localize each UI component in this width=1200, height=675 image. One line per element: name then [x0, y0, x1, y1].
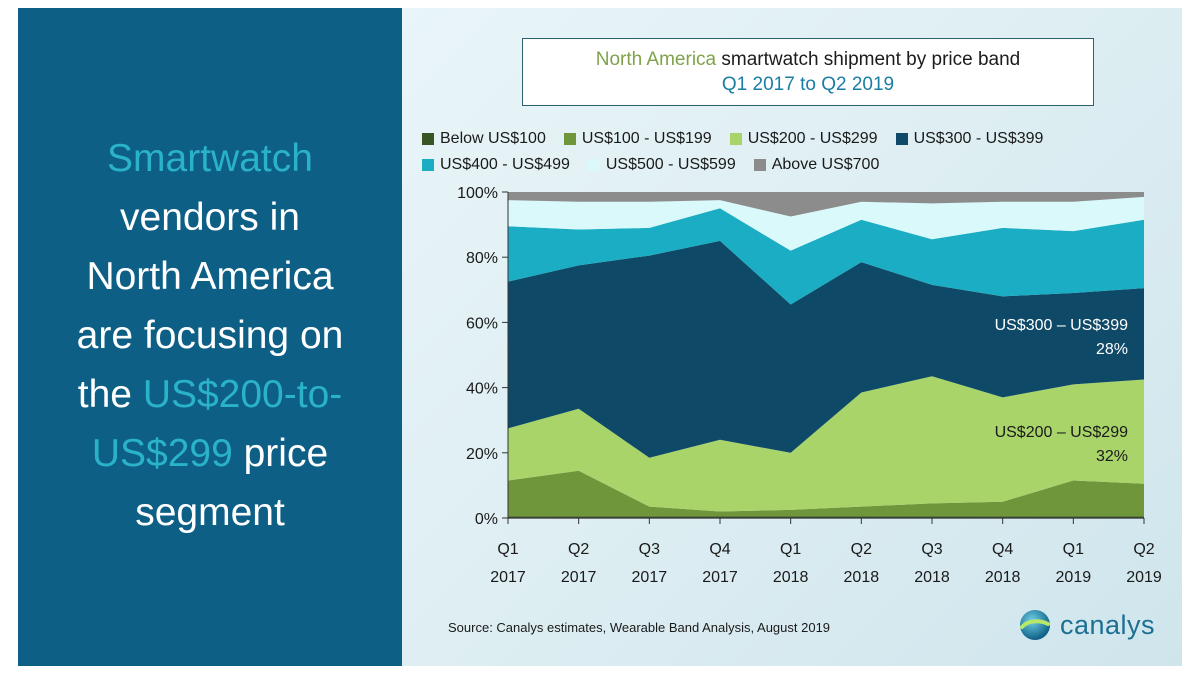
chart-axes: 0% 20% 40% 60% 80% 100% Q1 2017 Q2 2017 Q3 2017 Q4 20… [457, 185, 1162, 586]
legend-label: Below US$100 [440, 130, 546, 147]
legend-swatch [587, 159, 600, 171]
x-tick-label-year: 2018 [914, 569, 950, 586]
source-note: Source: Canalys estimates, Wearable Band… [448, 620, 831, 635]
canalys-logo: canalys [1018, 608, 1155, 642]
x-tick-label-quarter: Q1 [780, 541, 801, 558]
area-chart: 0% 20% 40% 60% 80% 100% Q1 2017 Q2 2017 Q3 2017 Q4 20… [457, 185, 1162, 586]
area-series-us-400-us-499 [508, 208, 1144, 305]
headline-line-6a: US$299 [91, 431, 233, 475]
legend-label: US$200 - US$299 [747, 130, 878, 147]
y-tick-label: 40% [466, 381, 498, 398]
legend-swatch [422, 133, 434, 145]
legend-item-200-299: US$200 - US$299 [729, 130, 878, 148]
legend-label: Above US$700 [771, 156, 880, 173]
area-series-us-300-us-399 [508, 240, 1144, 458]
legend-row-1: Below US$100 US$100 - US$199 US$200 - US… [422, 126, 1182, 152]
legend-swatch [729, 133, 742, 145]
x-tick-label-quarter: Q2 [568, 541, 589, 558]
legend-swatch [753, 159, 766, 171]
x-tick-label-quarter: Q1 [497, 541, 518, 558]
legend-swatch [563, 133, 576, 145]
headline-line-5a: the [77, 372, 143, 416]
x-tick-label-quarter: Q3 [639, 541, 660, 558]
area-series-us-200-us-299 [508, 376, 1144, 512]
legend-row-2: US$400 - US$499 US$500 - US$599 Above US… [422, 152, 1182, 178]
y-tick-label: 20% [466, 446, 498, 463]
headline-line-1: Smartwatch [107, 136, 313, 180]
legend-item-100-199: US$100 - US$199 [563, 130, 712, 148]
legend-swatch [422, 159, 434, 171]
chart-labels: US$300 – US$399 28% US$200 – US$299 32% [995, 317, 1129, 465]
area-series-above-us-700 [508, 192, 1144, 217]
legend-item-above-700: Above US$700 [753, 156, 880, 174]
globe-icon [1020, 610, 1050, 640]
y-tick-label: 0% [475, 511, 498, 528]
x-tick-label-year: 2018 [844, 569, 880, 586]
x-tick-label-quarter: Q4 [992, 541, 1013, 558]
logo-text: canalys [1060, 609, 1156, 640]
left-panel: Smartwatch vendors in North America are … [18, 8, 402, 666]
legend-item-400-499: US$400 - US$499 [422, 156, 570, 174]
y-tick-label: 100% [457, 185, 498, 202]
x-tick-label-quarter: Q1 [1063, 541, 1084, 558]
annotation-300-399-label: US$300 – US$399 [995, 317, 1129, 334]
headline-line-3: North America [86, 254, 334, 298]
chart-panel: North America smartwatch shipment by pri… [402, 8, 1182, 666]
x-tick-label-quarter: Q2 [1133, 541, 1154, 558]
annotation-200-299-value: 32% [1096, 448, 1128, 465]
infographic-frame: Smartwatch vendors in North America are … [18, 8, 1182, 666]
headline-line-4: are focusing on [76, 313, 344, 357]
y-tick-label: 80% [466, 250, 498, 267]
chart-title: North America smartwatch shipment by pri… [523, 47, 1093, 72]
legend-swatch [895, 133, 908, 145]
headline-line-2: vendors in [120, 195, 300, 239]
y-tick-label: 60% [466, 315, 498, 332]
headline-line-6b: price [232, 431, 329, 475]
headline-line-7: segment [135, 490, 285, 534]
chart-legend: Below US$100 US$100 - US$199 US$200 - US… [422, 126, 1182, 178]
legend-item-500-599: US$500 - US$599 [587, 156, 736, 174]
annotation-300-399-value: 28% [1096, 341, 1128, 358]
x-tick-label-year: 2017 [702, 569, 738, 586]
area-series-us-500-us-599 [508, 196, 1144, 251]
legend-item-below-100: Below US$100 [422, 130, 546, 148]
x-tick-label-year: 2017 [632, 569, 668, 586]
x-tick-label-year: 2017 [490, 569, 526, 586]
legend-label: US$100 - US$199 [581, 130, 712, 147]
headline: Smartwatch vendors in North America are … [40, 129, 380, 542]
x-tick-label-year: 2018 [773, 569, 809, 586]
legend-label: US$300 - US$399 [913, 130, 1044, 147]
headline-line-5b: US$200-to- [142, 372, 343, 416]
x-tick-label-year: 2017 [561, 569, 597, 586]
x-tick-label-year: 2019 [1126, 569, 1162, 586]
chart-title-rest: smartwatch shipment by price band [716, 49, 1021, 70]
legend-label: US$500 - US$599 [605, 156, 736, 173]
x-tick-label-quarter: Q4 [709, 541, 730, 558]
legend-item-300-399: US$300 - US$399 [895, 130, 1044, 148]
legend-label: US$400 - US$499 [440, 156, 570, 173]
x-tick-label-year: 2019 [1056, 569, 1092, 586]
chart-title-accent: North America [595, 49, 717, 70]
chart-subtitle: Q1 2017 to Q2 2019 [721, 74, 895, 95]
x-tick-label-year: 2018 [985, 569, 1021, 586]
x-tick-label-quarter: Q3 [921, 541, 942, 558]
annotation-200-299-label: US$200 – US$299 [995, 424, 1129, 441]
chart-areas [508, 192, 1144, 518]
x-tick-label-quarter: Q2 [851, 541, 872, 558]
area-series-us-100-us-199 [508, 470, 1144, 517]
chart-title-box: North America smartwatch shipment by pri… [522, 38, 1094, 106]
